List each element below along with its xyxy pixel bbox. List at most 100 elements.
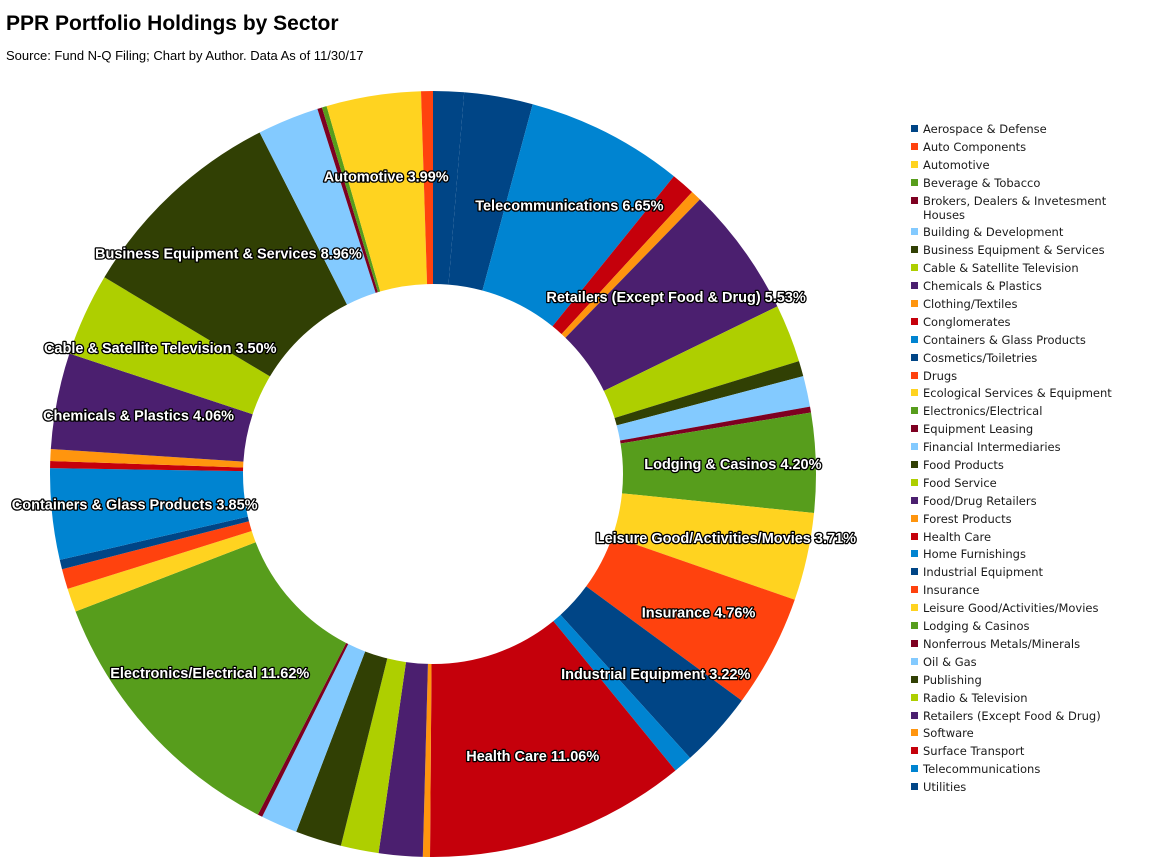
legend-swatch: [911, 747, 918, 755]
slice-conglomerates-27: [50, 460, 244, 472]
legend-label: Health Care: [923, 529, 992, 544]
slice-telecommunications-2: [482, 104, 674, 327]
legend-item-building-development: Building & Development: [911, 225, 1151, 239]
slice-lodging-casinos-10: [620, 412, 816, 514]
slice-brokers-dealers-invetesment-houses-33: [317, 107, 378, 293]
legend-label: Drugs: [923, 368, 958, 383]
slice-surface-transport-3: [552, 176, 693, 335]
legend-swatch: [911, 478, 918, 486]
legend-swatch: [911, 178, 918, 186]
legend-item-home-furnishings: Home Furnishings: [911, 547, 1151, 561]
legend-swatch: [911, 264, 918, 272]
legend-item-containers-glass-products: Containers & Glass Products: [911, 333, 1151, 347]
legend-item-food-products: Food Products: [911, 458, 1151, 472]
legend-item-leisure-good-activities-movies: Leisure Good/Activities/Movies: [911, 601, 1151, 615]
legend-label: Equipment Leasing: [923, 422, 1034, 437]
legend-label: Food Service: [923, 475, 997, 490]
legend-item-radio-television: Radio & Television: [911, 691, 1151, 705]
legend-swatch: [911, 693, 918, 701]
legend-item-automotive: Automotive: [911, 158, 1151, 172]
legend-label: Aerospace & Defense: [923, 122, 1047, 136]
legend-label: Food Products: [923, 458, 1004, 473]
legend-item-conglomerates: Conglomerates: [911, 315, 1151, 329]
slice-auto-components-36: [420, 91, 433, 285]
legend-label: Forest Products: [923, 511, 1012, 526]
donut-chart: Telecommunications 6.65% Retailers (Excep…: [10, 91, 857, 857]
legend-label: Auto Components: [923, 139, 1027, 154]
legend-label: Financial Intermediaries: [923, 440, 1061, 455]
slice-containers-glass-products-26: [49, 468, 248, 560]
legend-swatch: [911, 443, 918, 451]
legend-label: Electronics/Electrical: [923, 404, 1043, 419]
slice-label-containers-glass-products: Containers & Glass Products 3.85%: [12, 497, 258, 513]
slice-labels: Telecommunications 6.65% Retailers (Excep…: [10, 168, 857, 766]
legend-label: Surface Transport: [923, 744, 1025, 759]
slice-retailers-except-food-drug-5: [565, 199, 778, 391]
legend-item-equipment-leasing: Equipment Leasing: [911, 422, 1151, 436]
donut-slices: [49, 91, 816, 857]
slice-clothing-textiles-28: [50, 448, 244, 468]
legend-label: Chemicals & Plastics: [923, 279, 1042, 294]
slice-software-4: [561, 191, 700, 338]
legend-item-aerospace-defense: Aerospace & Defense: [911, 122, 1151, 136]
legend-item-drugs: Drugs: [911, 369, 1151, 383]
legend-swatch: [911, 335, 918, 343]
legend-swatch: [911, 765, 918, 773]
legend-label: Business Equipment & Services: [923, 243, 1105, 258]
legend-item-health-care: Health Care: [911, 530, 1151, 544]
chart-subtitle: Source: Fund N-Q Filing; Chart by Author…: [6, 48, 364, 63]
legend-swatch: [911, 461, 918, 469]
legend-item-industrial-equipment: Industrial Equipment: [911, 565, 1151, 579]
slice-beverage-tobacco-34: [321, 106, 381, 293]
legend-label: Industrial Equipment: [923, 565, 1044, 580]
legend-swatch: [911, 228, 918, 236]
slice-label-leisure-good-activities-movies: Leisure Good/Activities/Movies 3.71%: [596, 531, 856, 547]
legend-item-telecommunications: Telecommunications: [911, 762, 1151, 776]
slice-publishing-7: [614, 361, 804, 426]
slice-leisure-good-activities-movies-11: [612, 493, 815, 600]
slice-label-retailers-except-food-drug: Retailers (Except Food & Drug) 5.53%: [546, 290, 806, 306]
legend-swatch: [911, 196, 918, 204]
legend-swatch: [911, 532, 918, 540]
legend-swatch: [911, 675, 918, 683]
slice-label-lodging-casinos: Lodging & Casinos 4.20%: [644, 457, 821, 473]
legend-label: Automotive: [923, 157, 990, 172]
legend-item-lodging-casinos: Lodging & Casinos: [911, 619, 1151, 633]
slice-nonferrous-metals-minerals-9: [620, 406, 812, 444]
legend-swatch: [911, 729, 918, 737]
slice-drugs-24: [62, 521, 252, 589]
legend-swatch: [911, 353, 918, 361]
legend-item-surface-transport: Surface Transport: [911, 744, 1151, 758]
slice-radio-television-6: [603, 306, 799, 418]
slice-food-service-18: [340, 658, 406, 854]
slice-chemicals-plastics-29: [50, 353, 253, 462]
legend-label: Cable & Satellite Television: [923, 261, 1079, 276]
slice-label-insurance: Insurance 4.76%: [642, 605, 756, 621]
legend-swatch: [911, 711, 918, 719]
legend-item-food-drug-retailers: Food/Drug Retailers: [911, 494, 1151, 508]
slice-equipment-leasing-21: [257, 642, 349, 817]
slice-business-equipment-services-31: [104, 132, 348, 377]
legend-swatch: [911, 246, 918, 254]
legend-label: Home Furnishings: [923, 547, 1026, 562]
legend-item-ecological-services-equipment: Ecological Services & Equipment: [911, 386, 1151, 400]
legend-label: Clothing/Textiles: [923, 297, 1018, 312]
slice-automotive-35: [326, 91, 428, 292]
legend-label: Utilities: [923, 780, 967, 795]
legend-item-retailers-except-food-drug: Retailers (Except Food & Drug): [911, 709, 1151, 723]
legend-item-insurance: Insurance: [911, 583, 1151, 597]
legend-item-cosmetics-toiletries: Cosmetics/Toiletries: [911, 351, 1151, 365]
legend-swatch: [911, 496, 918, 504]
legend-label: Ecological Services & Equipment: [923, 386, 1112, 401]
legend-swatch: [911, 783, 918, 791]
legend-swatch: [911, 657, 918, 665]
legend-swatch: [911, 514, 918, 522]
legend-item-clothing-textiles: Clothing/Textiles: [911, 297, 1151, 311]
legend-label: Brokers, Dealers & Invetesment Houses: [923, 193, 1107, 222]
legend-label: Retailers (Except Food & Drug): [923, 708, 1101, 723]
legend-item-food-service: Food Service: [911, 476, 1151, 490]
legend-swatch: [911, 125, 918, 132]
legend-swatch: [911, 407, 918, 415]
legend-swatch: [911, 604, 918, 612]
legend-item-business-equipment-services: Business Equipment & Services: [911, 243, 1151, 257]
